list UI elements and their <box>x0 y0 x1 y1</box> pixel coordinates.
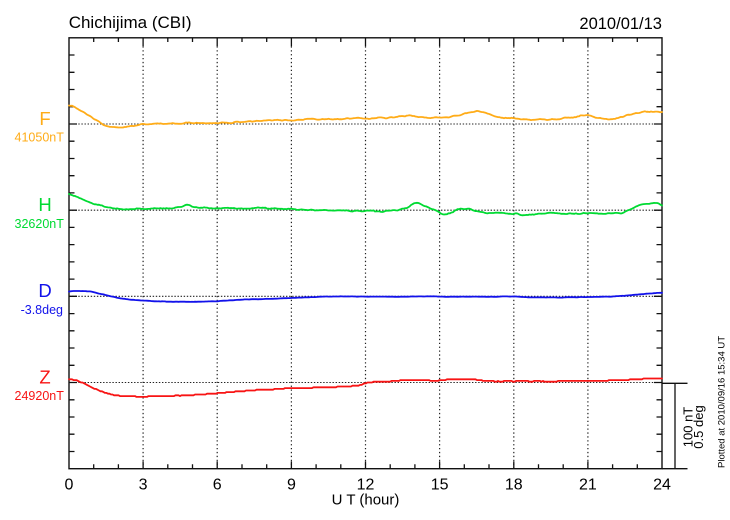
svg-text:F: F <box>39 108 50 129</box>
svg-text:21: 21 <box>579 476 597 493</box>
svg-text:9: 9 <box>287 476 296 493</box>
svg-text:Chichijima (CBI): Chichijima (CBI) <box>69 13 192 32</box>
svg-text:2010/01/13: 2010/01/13 <box>579 15 662 33</box>
svg-text:24920nT: 24920nT <box>15 389 65 403</box>
svg-text:0.5 deg: 0.5 deg <box>691 405 706 448</box>
svg-text:0: 0 <box>65 476 74 493</box>
svg-text:15: 15 <box>431 476 449 493</box>
svg-text:24: 24 <box>653 476 671 493</box>
svg-text:41050nT: 41050nT <box>15 131 65 145</box>
svg-text:Plotted at 2010/09/16 15:34 UT: Plotted at 2010/09/16 15:34 UT <box>717 336 728 468</box>
svg-text:U T (hour): U T (hour) <box>332 492 400 509</box>
svg-text:6: 6 <box>213 476 222 493</box>
svg-text:32620nT: 32620nT <box>15 217 65 231</box>
svg-text:3: 3 <box>139 476 148 493</box>
svg-text:Z: Z <box>39 366 50 387</box>
svg-text:18: 18 <box>505 476 523 493</box>
svg-text:100 nT: 100 nT <box>681 407 696 448</box>
svg-text:-3.8deg: -3.8deg <box>21 303 63 317</box>
svg-text:12: 12 <box>357 476 375 493</box>
svg-text:D: D <box>38 280 51 301</box>
svg-text:H: H <box>38 194 51 215</box>
